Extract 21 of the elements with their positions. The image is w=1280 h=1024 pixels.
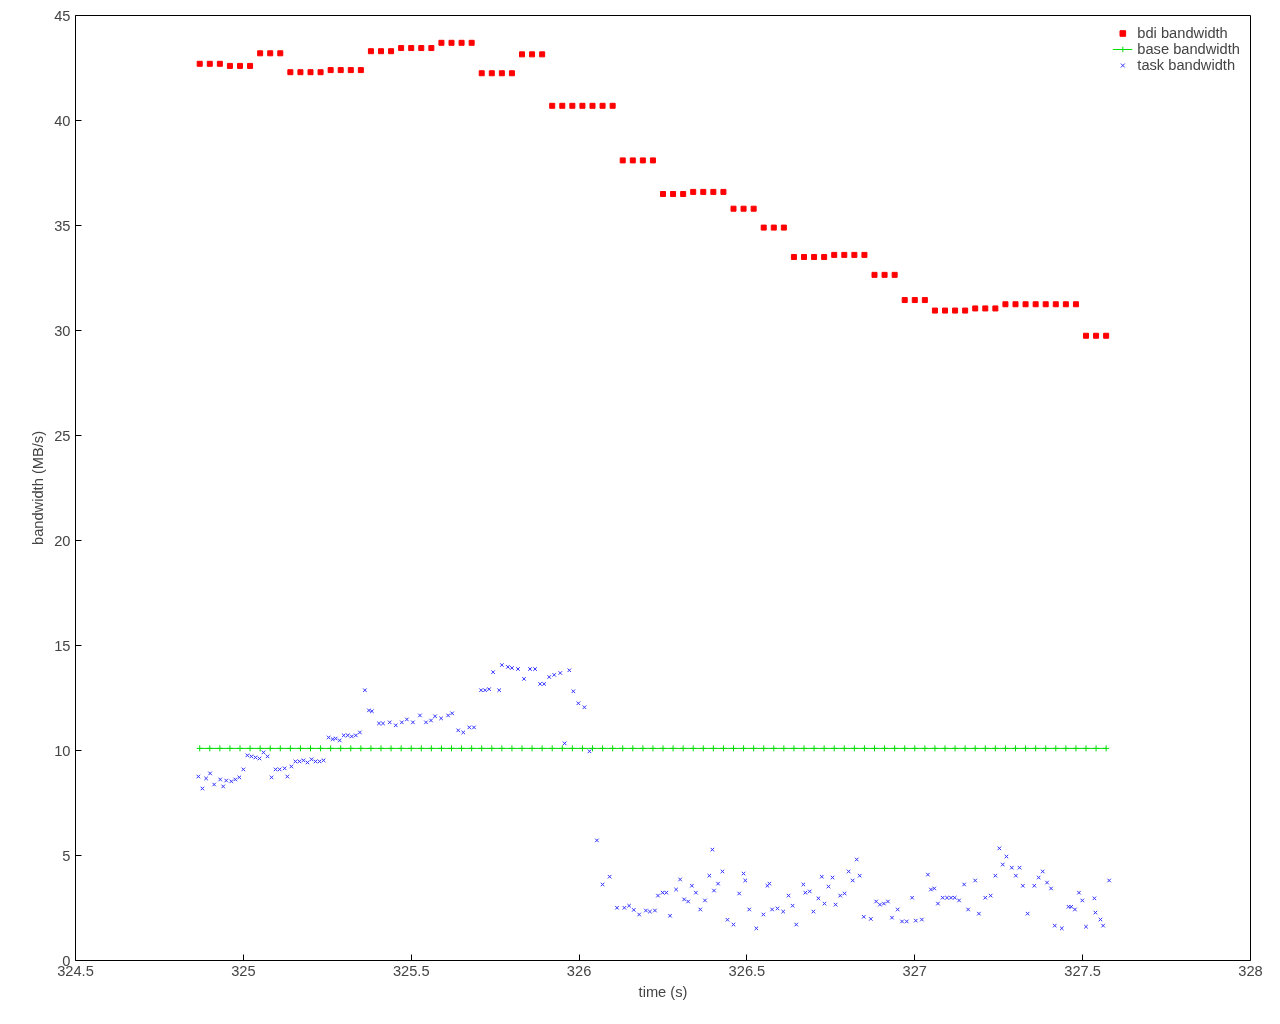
x-tick-label: 327.5 [1064,962,1101,979]
x-tick-label: 327 [902,962,928,979]
legend-label: bdi bandwidth [1137,25,1228,41]
y-tick-label: 15 [54,637,71,654]
y-tick-label: 45 [54,7,71,24]
x-tick-label: 325 [231,962,256,979]
x-tick-label: 326 [566,962,592,979]
y-tick-label: 10 [54,742,71,759]
x-tick-label: 328 [1238,962,1263,979]
legend-label: task bandwidth [1137,57,1236,73]
y-tick-label: 5 [62,847,71,864]
x-axis-title: time (s) [638,983,688,1000]
legend-label: base bandwidth [1137,41,1240,57]
y-tick-label: 35 [54,217,71,234]
x-tick-label: 325.5 [392,962,430,979]
y-tick-label: 20 [54,532,71,549]
y-tick-label: 40 [54,112,71,129]
y-tick-label: 25 [54,427,71,444]
y-axis-title: bandwidth (MB/s) [30,430,47,546]
x-tick-label: 326.5 [728,962,766,979]
y-tick-label: 30 [54,322,71,339]
